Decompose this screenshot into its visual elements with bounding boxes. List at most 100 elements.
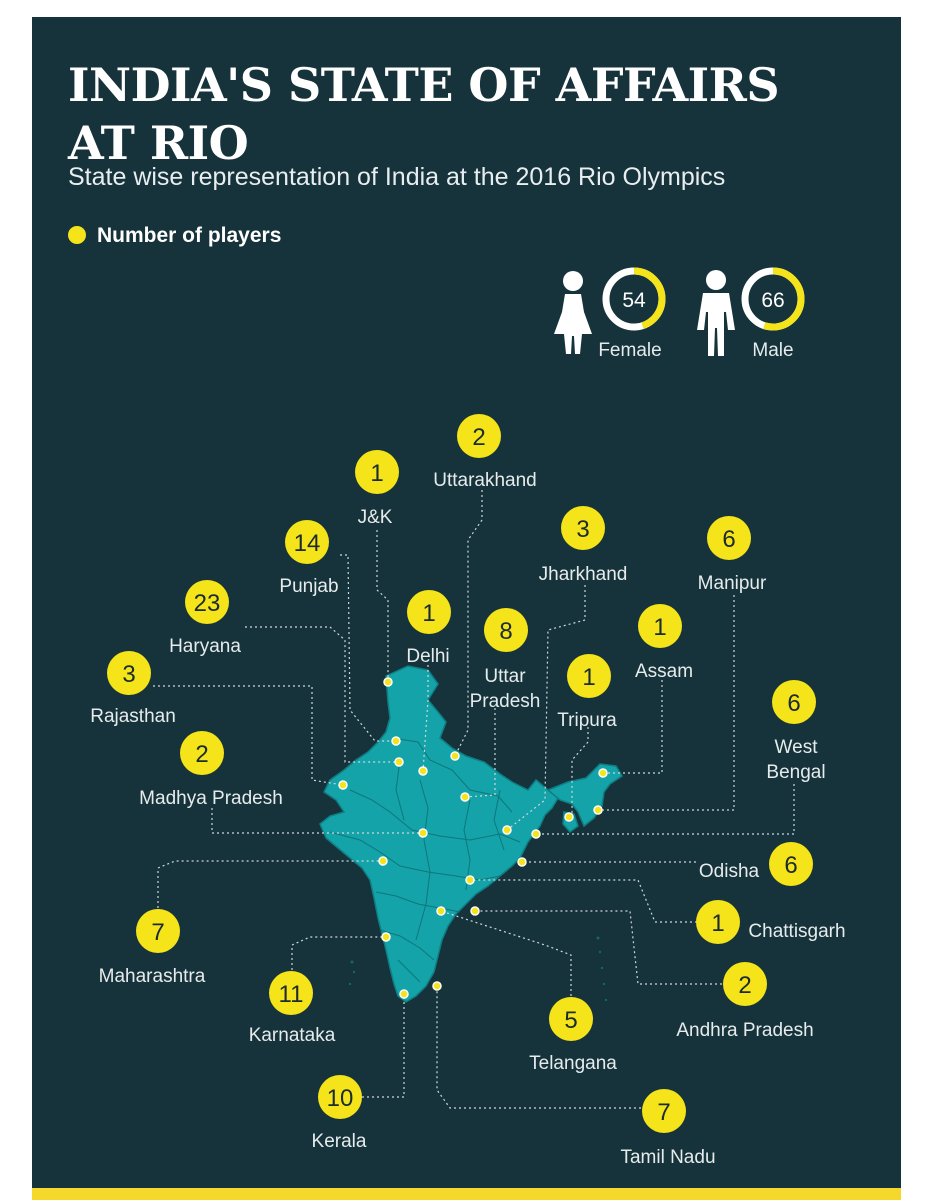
state-label-tamil-nadu: Tamil Nadu: [620, 1147, 715, 1168]
count-label-madhya-pradesh: 2: [195, 741, 208, 768]
count-badge-madhya-pradesh: [180, 731, 224, 775]
state-label-kerala: Kerala: [312, 1131, 367, 1152]
map-point-manipur: [593, 805, 603, 815]
count-badge-kerala: [318, 1075, 362, 1119]
leader-line-assam: [603, 680, 663, 774]
leader-line-maharashtra: [157, 860, 383, 908]
count-badge-assam: [638, 604, 682, 648]
leader-lines: [153, 490, 795, 1109]
count-badge-jharkhand: [561, 506, 605, 550]
leader-line-uttar-pradesh: [464, 708, 496, 798]
state-label-telangana: Telangana: [529, 1053, 617, 1074]
count-label-uttarakhand: 2: [472, 424, 485, 451]
count-badge-andhra-pradesh: [723, 962, 767, 1006]
leader-line-karnataka: [291, 936, 386, 970]
count-label-jandk: 1: [370, 460, 383, 487]
state-label-assam: Assam: [635, 661, 693, 682]
map-point-uttarakhand: [450, 751, 460, 761]
count-label-maharashtra: 7: [151, 919, 164, 946]
count-label-haryana: 23: [194, 590, 221, 617]
count-label-tamil-nadu: 7: [657, 1099, 670, 1126]
island-specks: [348, 936, 608, 1002]
legend-label: Number of players: [97, 224, 282, 247]
map-point-kerala: [399, 989, 409, 999]
state-label-west-bengal-line-2: Bengal: [766, 762, 825, 783]
count-label-andhra-pradesh: 2: [738, 972, 751, 999]
female-count: 54: [622, 289, 646, 312]
count-badge-rajasthan: [107, 651, 151, 695]
male-icon: [697, 270, 735, 356]
leader-line-uttarakhand: [454, 490, 483, 757]
count-badge-odisha: [769, 842, 813, 886]
map-point-madhya-pradesh: [418, 828, 428, 838]
map-point-karnataka: [381, 932, 391, 942]
map-point-tripura: [564, 812, 574, 822]
count-badge-chattisgarh: [696, 900, 740, 944]
count-badge-uttar-pradesh: [484, 608, 528, 652]
map-point-telangana: [436, 906, 446, 916]
leader-line-delhi: [422, 665, 429, 772]
india-northeast-shape: [546, 763, 624, 828]
count-badge-jandk: [355, 450, 399, 494]
map-point-assam: [598, 768, 608, 778]
state-label-odisha: Odisha: [699, 861, 760, 882]
count-badge-telangana: [549, 997, 593, 1041]
count-badge-maharashtra: [136, 909, 180, 953]
female-icon: [554, 271, 592, 354]
india-mainland-shape: [319, 665, 559, 1003]
map-point-tamil-nadu: [432, 981, 442, 991]
count-badge-punjab: [285, 520, 329, 564]
leader-line-punjab: [340, 554, 396, 742]
state-label-madhya-pradesh: Madhya Pradesh: [139, 788, 283, 809]
count-label-jharkhand: 3: [576, 516, 589, 543]
count-badge-karnataka: [269, 971, 313, 1015]
count-badge-delhi: [407, 590, 451, 634]
count-badge-haryana: [185, 580, 229, 624]
gender-split: 54 66 Female Male: [554, 267, 805, 361]
legend: Number of players: [68, 224, 281, 248]
map-point-jharkhand: [502, 825, 512, 835]
leader-line-telangana: [440, 910, 572, 996]
page-title-line-2: AT RIO: [68, 116, 249, 170]
count-label-manipur: 6: [722, 526, 735, 553]
leader-line-chattisgarh: [470, 879, 697, 923]
state-label-manipur: Manipur: [698, 573, 767, 594]
female-label: Female: [598, 340, 661, 361]
leader-line-tamil-nadu: [436, 986, 641, 1109]
male-count: 66: [761, 289, 784, 312]
count-label-telangana: 5: [564, 1007, 577, 1034]
male-donut: 66: [741, 267, 805, 331]
count-badge-uttarakhand: [457, 414, 501, 458]
leader-line-west-bengal: [536, 784, 795, 835]
state-label-maharashtra: Maharashtra: [99, 966, 206, 987]
count-label-uttar-pradesh: 8: [499, 618, 512, 645]
leader-line-kerala: [362, 994, 405, 1098]
state-label-uttar-pradesh-line-2: Pradesh: [470, 691, 541, 712]
count-label-west-bengal: 6: [787, 690, 800, 717]
count-label-tripura: 1: [582, 664, 595, 691]
state-label-tripura: Tripura: [557, 710, 617, 731]
map-point-maharashtra: [378, 856, 388, 866]
count-badge-manipur: [707, 516, 751, 560]
female-donut: 54: [602, 267, 666, 331]
map-point-odisha: [517, 857, 527, 867]
state-label-uttarakhand: Uttarakhand: [433, 470, 537, 491]
count-badge-tamil-nadu: [642, 1089, 686, 1133]
map-point-chattisgarh: [465, 875, 475, 885]
state-label-rajasthan: Rajasthan: [90, 706, 176, 727]
count-label-karnataka: 11: [279, 981, 304, 1008]
leader-line-madhya-pradesh: [211, 808, 423, 834]
map-point-rajasthan: [338, 780, 348, 790]
map-point-uttar-pradesh: [460, 792, 470, 802]
state-label-delhi: Delhi: [406, 646, 449, 667]
state-label-chattisgarh: Chattisgarh: [748, 921, 845, 942]
count-label-odisha: 6: [784, 852, 797, 879]
state-label-uttar-pradesh-line-1: Uttar: [484, 666, 526, 687]
map-point-andhra-pradesh: [470, 906, 480, 916]
count-label-rajasthan: 3: [122, 661, 135, 688]
count-label-delhi: 1: [422, 600, 435, 627]
map-point-west-bengal: [531, 829, 541, 839]
india-map: [319, 665, 624, 1003]
leader-line-rajasthan: [153, 685, 344, 786]
